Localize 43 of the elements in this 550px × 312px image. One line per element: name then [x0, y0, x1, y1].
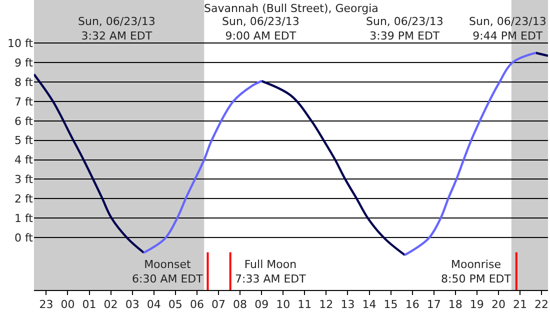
- x-tick-label: 22: [534, 298, 549, 312]
- x-tick-label: 18: [448, 298, 462, 312]
- x-tick-label: 03: [125, 298, 140, 312]
- y-tick-label: 8 ft: [14, 76, 34, 89]
- x-tick-label: 00: [60, 298, 75, 312]
- y-tick-label: 6 ft: [14, 114, 34, 128]
- y-tick-label: 3 ft: [14, 173, 34, 186]
- ref-line-label: Full Moon 7:33 AM EDT: [235, 258, 306, 286]
- x-tick-label: 23: [39, 298, 54, 312]
- ref-line-label: Moonset 6:30 AM EDT: [132, 258, 204, 286]
- chart-title: Savannah (Bull Street), Georgia: [204, 2, 378, 15]
- annotation: Sun, 06/23/13 3:32 AM EDT: [78, 15, 156, 42]
- x-tick-label: 19: [470, 298, 484, 312]
- ref-line-label: Moonrise 8:50 PM EDT: [441, 258, 512, 286]
- x-tick-label: 15: [384, 298, 398, 312]
- x-tick-label: 11: [298, 298, 312, 312]
- annotation: Sun, 06/23/13 9:44 PM EDT: [469, 15, 546, 42]
- x-tick-label: 20: [491, 298, 506, 312]
- y-tick-label: 1 ft: [14, 212, 34, 225]
- y-tick-label: 9 ft: [14, 56, 34, 70]
- x-tick-label: 12: [319, 298, 334, 312]
- x-tick-label: 08: [233, 298, 248, 312]
- x-tick-label: 13: [340, 298, 355, 312]
- x-tick-label: 10: [276, 298, 290, 312]
- y-tick-label: 4 ft: [14, 154, 34, 167]
- y-tick-label: 5 ft: [14, 134, 34, 148]
- x-tick-label: 14: [362, 298, 376, 312]
- x-tick-label: 01: [82, 298, 96, 312]
- y-tick-label: 0 ft: [14, 231, 34, 244]
- x-tick-label: 02: [104, 298, 118, 312]
- x-tick-label: 17: [426, 298, 441, 312]
- x-tick-label: 07: [211, 298, 226, 312]
- x-tick-label: 16: [405, 298, 420, 312]
- y-tick-label: 7 ft: [14, 95, 34, 108]
- x-tick-label: 06: [190, 298, 204, 312]
- annotation: Sun, 06/23/13 3:39 PM EDT: [366, 15, 444, 42]
- x-tick-label: 05: [168, 298, 182, 312]
- annotation: Sun, 06/23/13 9:00 AM EDT: [222, 15, 300, 42]
- y-tick-label: 10 ft: [8, 37, 34, 50]
- x-tick-label: 09: [254, 298, 269, 312]
- x-tick-label: 04: [146, 298, 161, 312]
- x-tick-label: 21: [513, 298, 527, 312]
- y-tick-label: 2 ft: [14, 192, 34, 206]
